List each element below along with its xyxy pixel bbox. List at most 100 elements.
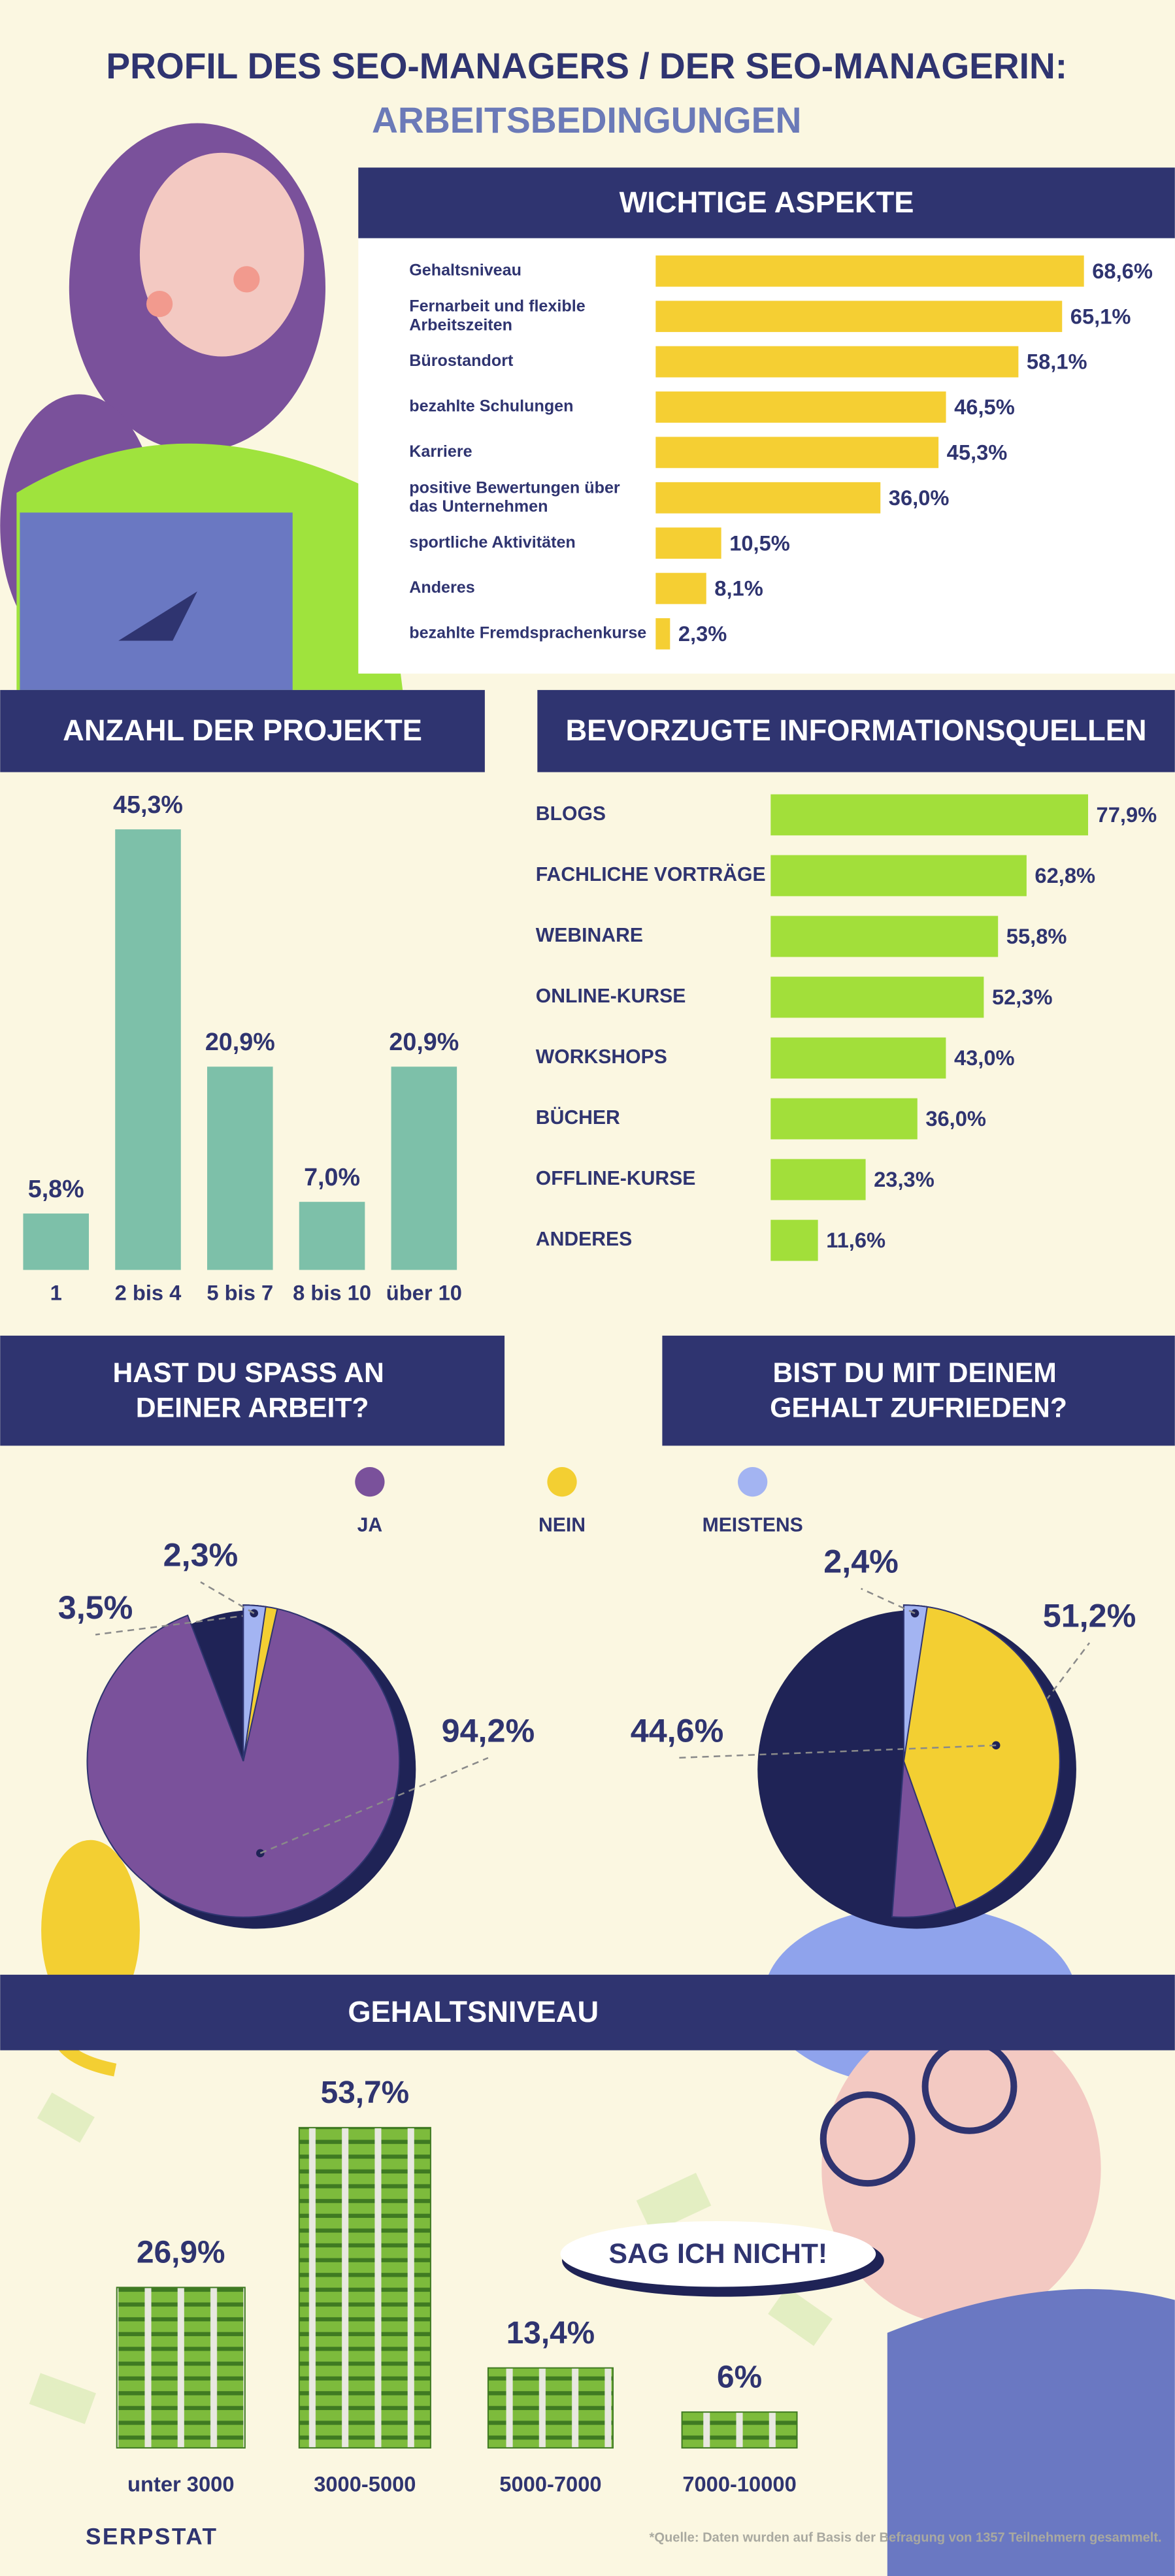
speech-bubble bbox=[560, 2221, 876, 2287]
value-label: 62,8% bbox=[1034, 863, 1095, 887]
section-title: GEHALTSNIVEAU bbox=[348, 1995, 599, 2028]
value-label: 2,3% bbox=[678, 621, 727, 646]
category-label: 2 bis 4 bbox=[115, 1281, 182, 1305]
category-label: 3000-5000 bbox=[314, 2471, 416, 2496]
value-label: 23,3% bbox=[874, 1167, 935, 1191]
value-label: 20,9% bbox=[389, 1028, 459, 1055]
value-label: 26,9% bbox=[137, 2236, 225, 2270]
pie-slice bbox=[242, 1604, 267, 1762]
value-label: 46,5% bbox=[954, 395, 1015, 419]
bar bbox=[655, 346, 1019, 378]
value-label: 77,9% bbox=[1097, 802, 1157, 827]
leader-line bbox=[861, 1587, 916, 1614]
category-label: ANDERES bbox=[536, 1229, 632, 1250]
value-label: 43,0% bbox=[954, 1046, 1015, 1070]
category-label: BÜCHER bbox=[536, 1107, 620, 1129]
section-title: HAST DU SPASS AN DEINER ARBEIT? bbox=[113, 1357, 392, 1423]
category-label: bezahlte Fremdsprachenkurse bbox=[409, 624, 646, 642]
bar bbox=[655, 301, 1063, 333]
section-header bbox=[537, 689, 1175, 772]
bar bbox=[655, 255, 1084, 287]
section-title: ANZAHL DER PROJEKTE bbox=[63, 714, 422, 747]
category-label: über 10 bbox=[386, 1281, 462, 1305]
section-header bbox=[0, 689, 485, 772]
value-label: 51,2% bbox=[1043, 1597, 1136, 1634]
legend-swatch bbox=[547, 1467, 577, 1497]
section-header bbox=[0, 1974, 1175, 2051]
category-label: sportliche Aktivitäten bbox=[409, 533, 576, 552]
bar bbox=[207, 1066, 273, 1270]
leader-line bbox=[95, 1613, 260, 1636]
value-label: 36,0% bbox=[925, 1106, 986, 1131]
legend-swatch bbox=[355, 1467, 385, 1497]
category-label: Fernarbeit und flexible Arbeitszeiten bbox=[409, 297, 589, 334]
value-label: 44,6% bbox=[631, 1712, 724, 1749]
value-label: 20,9% bbox=[205, 1028, 275, 1055]
legend-label: MEISTENS bbox=[703, 1515, 803, 1536]
page-subtitle: ARBEITSBEDINGUNGEN bbox=[372, 100, 801, 140]
page-title: PROFIL DES SEO-MANAGERS / DER SEO-MANAGE… bbox=[106, 46, 1067, 86]
leader-dot bbox=[250, 1609, 258, 1618]
bar bbox=[770, 1159, 866, 1200]
value-label: 5,8% bbox=[28, 1175, 84, 1202]
bar bbox=[391, 1066, 457, 1270]
money-stack bbox=[487, 2367, 614, 2449]
category-label: OFFLINE-KURSE bbox=[536, 1168, 696, 1189]
category-label: unter 3000 bbox=[127, 2471, 234, 2496]
bar bbox=[655, 391, 946, 423]
bar bbox=[770, 976, 984, 1018]
leader-line bbox=[676, 1744, 997, 1759]
section-title: WICHTIGE ASPEKTE bbox=[620, 186, 914, 219]
section-title: BEVORZUGTE INFORMATIONSQUELLEN bbox=[566, 714, 1147, 747]
category-label: Bürostandort bbox=[409, 352, 514, 370]
value-label: 36,0% bbox=[889, 486, 950, 510]
bar bbox=[655, 572, 706, 604]
bar bbox=[770, 1219, 818, 1261]
category-label: 7000-10000 bbox=[682, 2471, 796, 2496]
category-label: bezahlte Schulungen bbox=[409, 397, 573, 416]
value-label: 6% bbox=[717, 2360, 762, 2394]
value-label: 10,5% bbox=[729, 531, 790, 555]
leader-line bbox=[200, 1581, 255, 1614]
value-label: 68,6% bbox=[1092, 259, 1153, 283]
category-label: Anderes bbox=[409, 578, 475, 597]
value-label: 53,7% bbox=[321, 2075, 409, 2110]
value-label: 7,0% bbox=[304, 1163, 360, 1191]
bar bbox=[655, 437, 939, 469]
section-header bbox=[0, 1335, 505, 1446]
value-label: 55,8% bbox=[1006, 924, 1067, 948]
category-label: 1 bbox=[50, 1281, 62, 1305]
bar bbox=[770, 794, 1089, 836]
pie-slice bbox=[902, 1604, 1061, 1909]
value-label: 11,6% bbox=[826, 1228, 885, 1252]
section-header bbox=[662, 1335, 1175, 1446]
value-label: 52,3% bbox=[992, 985, 1053, 1009]
legend-label: NEIN bbox=[538, 1515, 586, 1536]
money-stack bbox=[298, 2126, 431, 2449]
category-label: ONLINE-KURSE bbox=[536, 985, 686, 1007]
category-label: Karriere bbox=[409, 442, 472, 461]
value-label: 45,3% bbox=[113, 791, 183, 818]
bar bbox=[655, 527, 721, 559]
category-label: FACHLICHE VORTRÄGE bbox=[536, 864, 766, 885]
value-label: 2,3% bbox=[163, 1536, 239, 1574]
bar bbox=[655, 482, 881, 514]
value-label: 3,5% bbox=[58, 1589, 133, 1626]
bar bbox=[299, 1202, 365, 1270]
category-label: Gehaltsniveau bbox=[409, 261, 521, 279]
value-label: 65,1% bbox=[1070, 304, 1131, 328]
value-label: 13,4% bbox=[506, 2316, 595, 2351]
source-note: *Quelle: Daten wurden auf Basis der Befr… bbox=[650, 2530, 1162, 2545]
value-label: 2,4% bbox=[823, 1543, 899, 1580]
legend-swatch bbox=[738, 1467, 768, 1497]
category-label: positive Bewertungen über das Unternehme… bbox=[409, 478, 624, 516]
section-header bbox=[358, 167, 1175, 239]
value-label: 8,1% bbox=[714, 576, 763, 601]
category-label: WEBINARE bbox=[536, 925, 643, 946]
value-label: 58,1% bbox=[1027, 350, 1087, 374]
value-label: 94,2% bbox=[442, 1712, 535, 1749]
brand: SERPSTAT bbox=[86, 2524, 218, 2549]
bar bbox=[115, 829, 181, 1270]
legend-label: JA bbox=[357, 1515, 383, 1536]
bar bbox=[770, 1037, 946, 1079]
